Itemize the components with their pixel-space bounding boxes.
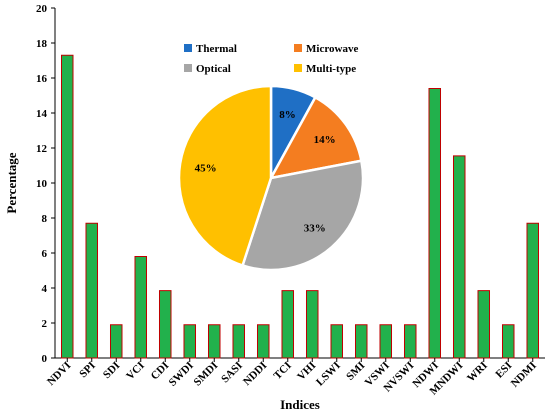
y-tick-label: 10 <box>36 178 48 190</box>
pie-slice-label: 45% <box>195 163 217 175</box>
pie-chart: 8% 14% 33% 45% Thermal Microwave Optical Multi-… <box>177 43 365 272</box>
bar-spi <box>85 222 99 359</box>
pie-slice-label: 8% <box>279 109 296 121</box>
bar-lswi <box>330 324 344 359</box>
bar-tci <box>281 290 295 359</box>
pie-slice-optical <box>240 159 365 272</box>
legend-label: Optical <box>196 63 231 75</box>
y-tick-label: 2 <box>42 318 48 330</box>
y-tick-label: 4 <box>42 283 48 295</box>
bar-esi <box>501 324 515 359</box>
legend-swatch-microwave <box>294 44 302 52</box>
legend-label: Microwave <box>306 43 358 55</box>
y-tick-label: 18 <box>36 38 48 50</box>
x-tick-label: SDI <box>101 360 122 381</box>
x-tick-label: WRI <box>465 360 490 385</box>
x-axis-title: Indices <box>280 397 320 412</box>
x-tick-label: NDDI <box>241 360 269 388</box>
bar-ndmi <box>526 222 540 359</box>
pie-slice-multi-type <box>177 84 273 268</box>
y-tick-label: 20 <box>36 3 48 15</box>
x-tick-label: SPI <box>77 360 98 381</box>
y-tick-label: 0 <box>42 353 48 365</box>
legend-swatch-optical <box>184 64 192 72</box>
bar-sdi <box>109 324 123 359</box>
pie-slice-label: 33% <box>304 223 326 235</box>
x-tick-label: LSWI <box>314 360 343 389</box>
y-tick-label: 6 <box>42 248 48 260</box>
bar-vhi <box>305 290 319 359</box>
legend-swatch-multi-type <box>294 64 302 72</box>
bar-smi <box>354 324 368 359</box>
bar-wri <box>477 290 491 359</box>
x-tick-label: NDMI <box>509 360 539 390</box>
y-tick-label: 14 <box>36 108 48 120</box>
x-tick-label: SMDI <box>192 360 221 389</box>
pie-slice-label: 14% <box>314 134 336 146</box>
legend-label: Thermal <box>196 43 237 55</box>
bar-nddi <box>256 324 270 359</box>
x-tick-label: SWDI <box>167 360 196 389</box>
y-axis-title: Percentage <box>4 152 19 213</box>
bar-mndwi <box>452 155 466 359</box>
bar-vswi <box>379 324 393 359</box>
x-tick-label: TCI <box>272 360 294 382</box>
x-tick-label: NDVI <box>45 360 73 388</box>
bar-ndvi <box>60 54 74 359</box>
x-tick-label: VCI <box>124 360 147 383</box>
bar-sasi <box>232 324 246 359</box>
bar-swdi <box>183 324 197 359</box>
bar-smdi <box>207 324 221 359</box>
bar-ndwi <box>428 88 442 359</box>
y-tick-label: 12 <box>36 143 48 155</box>
bar-nvswi <box>403 324 417 359</box>
bar-cdi <box>158 290 172 359</box>
x-tick-label: SASI <box>219 360 245 386</box>
y-tick-label: 16 <box>36 73 48 85</box>
legend-swatch-thermal <box>184 44 192 52</box>
bar-vci <box>134 256 148 359</box>
legend-label: Multi-type <box>306 63 356 75</box>
y-tick-label: 8 <box>42 213 48 225</box>
pie-slice-microwave <box>268 95 363 180</box>
